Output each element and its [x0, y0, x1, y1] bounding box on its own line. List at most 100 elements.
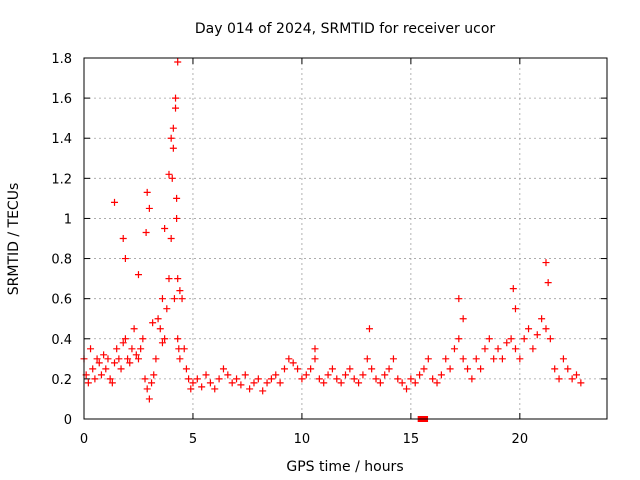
- data-point: [407, 375, 415, 383]
- data-point: [459, 315, 467, 323]
- data-point: [477, 365, 485, 373]
- data-point: [442, 355, 450, 363]
- data-point: [542, 325, 550, 333]
- data-point: [158, 339, 166, 347]
- data-point: [132, 351, 140, 359]
- data-point: [403, 385, 411, 393]
- data-point: [420, 365, 428, 373]
- data-point: [128, 345, 136, 353]
- data-point: [100, 351, 108, 359]
- y-tick-label: 1.8: [51, 52, 72, 67]
- data-point: [289, 359, 297, 367]
- data-point: [121, 255, 129, 263]
- data-point: [333, 375, 341, 383]
- data-point: [368, 365, 376, 373]
- data-point: [311, 345, 319, 353]
- data-point: [143, 385, 151, 393]
- data-point: [142, 228, 150, 236]
- data-point: [294, 365, 302, 373]
- data-point: [169, 144, 177, 152]
- data-point: [538, 315, 546, 323]
- data-point: [121, 335, 129, 343]
- data-point: [170, 295, 178, 303]
- data-point: [363, 355, 371, 363]
- data-point: [141, 375, 149, 383]
- data-point: [84, 379, 92, 387]
- data-point: [429, 375, 437, 383]
- data-point: [176, 287, 184, 295]
- data-point: [254, 375, 262, 383]
- data-point: [509, 285, 517, 293]
- data-point: [124, 355, 132, 363]
- data-point: [507, 335, 515, 343]
- data-point: [328, 365, 336, 373]
- data-point: [572, 371, 580, 379]
- data-point: [111, 359, 119, 367]
- data-point: [450, 345, 458, 353]
- y-tick-label: 1: [64, 212, 72, 227]
- data-point: [516, 355, 524, 363]
- data-point: [185, 375, 193, 383]
- data-point: [165, 275, 173, 283]
- data-point: [111, 198, 119, 206]
- y-tick-label: 0.2: [51, 373, 72, 388]
- data-point: [411, 379, 419, 387]
- data-point: [307, 365, 315, 373]
- data-point: [416, 371, 424, 379]
- data-point: [93, 355, 101, 363]
- plot-frame: [83, 57, 608, 420]
- data-point: [134, 271, 142, 279]
- data-point: [342, 371, 349, 379]
- data-point: [113, 345, 121, 353]
- data-point: [174, 275, 182, 283]
- y-tick-label: 1.2: [51, 172, 72, 187]
- data-point: [263, 379, 271, 387]
- data-point: [324, 371, 332, 379]
- data-point: [365, 325, 373, 333]
- data-point: [320, 379, 328, 387]
- y-tick-label: 1.4: [51, 132, 72, 147]
- data-point: [145, 204, 153, 212]
- data-point: [424, 355, 432, 363]
- data-point: [198, 383, 206, 391]
- data-point: [498, 355, 506, 363]
- data-point: [117, 365, 125, 373]
- data-point: [455, 295, 463, 303]
- data-point: [485, 335, 493, 343]
- data-point: [119, 235, 127, 242]
- data-point: [161, 335, 169, 343]
- data-point: [180, 345, 188, 353]
- data-point: [464, 365, 472, 373]
- data-point: [503, 339, 511, 347]
- data-point: [172, 104, 180, 112]
- x-tick-label: 5: [189, 432, 197, 447]
- data-point: [542, 259, 550, 267]
- data-point: [525, 325, 533, 333]
- data-point: [398, 379, 406, 387]
- data-point: [182, 365, 190, 373]
- data-point: [446, 365, 454, 373]
- data-point: [95, 359, 103, 367]
- data-point: [178, 295, 186, 303]
- chart-title: Day 014 of 2024, SRMTID for receiver uco…: [195, 21, 496, 37]
- data-point: [193, 375, 201, 383]
- data-point: [104, 355, 112, 363]
- data-point: [143, 188, 151, 196]
- data-point: [555, 375, 563, 383]
- y-tick-label: 0.8: [51, 253, 72, 268]
- data-point: [394, 375, 402, 383]
- data-point: [187, 385, 195, 393]
- data-point: [546, 335, 554, 343]
- data-point: [89, 365, 97, 373]
- data-point: [224, 371, 232, 379]
- data-point: [97, 371, 105, 379]
- data-point: [168, 174, 176, 182]
- data-point: [455, 335, 463, 343]
- data-point: [551, 365, 559, 373]
- data-point: [459, 355, 467, 363]
- data-point: [529, 345, 537, 353]
- data-point: [337, 379, 345, 387]
- data-point: [106, 375, 114, 383]
- x-tick-label: 0: [80, 432, 88, 447]
- data-point: [126, 359, 134, 367]
